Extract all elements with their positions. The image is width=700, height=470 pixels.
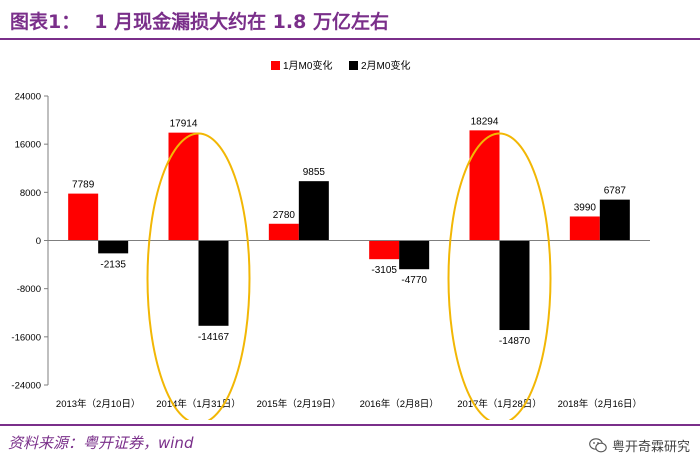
data-label: -2135 bbox=[100, 259, 126, 270]
bar-series-1 bbox=[168, 132, 199, 241]
wechat-icon bbox=[589, 438, 607, 453]
data-label: 2780 bbox=[273, 210, 296, 221]
data-label: -14167 bbox=[198, 332, 230, 343]
y-tick-label: -16000 bbox=[11, 332, 41, 343]
x-tick-label: 2013年（2月10日） bbox=[56, 398, 140, 410]
data-label: 7789 bbox=[72, 180, 95, 191]
x-tick-label: 2018年（2月16日） bbox=[558, 398, 642, 410]
x-tick-label: 2014年（1月31日） bbox=[156, 398, 240, 410]
bar-series-1 bbox=[68, 193, 99, 241]
x-tick-label: 2017年（1月28日） bbox=[457, 398, 541, 410]
legend-label-2: 2月M0变化 bbox=[361, 59, 410, 72]
figure-number: 图表1： bbox=[10, 11, 81, 33]
bar-series-2 bbox=[499, 240, 530, 331]
y-tick-label: 16000 bbox=[15, 140, 41, 151]
watermark: 粤开奇霖研究 bbox=[589, 436, 690, 455]
bar-series-1 bbox=[268, 223, 299, 241]
bar-series-2 bbox=[98, 240, 129, 254]
y-tick-label: -8000 bbox=[17, 284, 41, 295]
data-label: 17914 bbox=[170, 119, 198, 130]
y-tick-label: -24000 bbox=[11, 381, 41, 392]
data-label: 3990 bbox=[574, 202, 597, 213]
bar-series-2 bbox=[298, 181, 329, 241]
bar-series-1 bbox=[469, 130, 500, 241]
legend-swatch-2 bbox=[349, 61, 358, 70]
data-label: 18294 bbox=[471, 116, 499, 127]
data-label: -3105 bbox=[371, 265, 397, 276]
chart: -24000 -16000 -8000 0 8000 16000 24000 7789 -213… bbox=[11, 59, 650, 420]
data-label: -14870 bbox=[499, 336, 531, 347]
highlight-ellipse bbox=[447, 132, 552, 420]
bar-series-1 bbox=[569, 216, 600, 241]
figure-title: 图表1： 1 月现金漏损大约在 1.8 万亿左右 bbox=[10, 7, 389, 34]
y-tick-label: 0 bbox=[36, 236, 41, 247]
legend-label-1: 1月M0变化 bbox=[283, 59, 332, 72]
bar-series-1 bbox=[369, 240, 400, 260]
watermark-text: 粤开奇霖研究 bbox=[611, 440, 690, 455]
footer-rule bbox=[0, 424, 700, 426]
bar-series-2 bbox=[599, 199, 630, 241]
bar-series-2 bbox=[198, 240, 229, 326]
x-tick-label: 2015年（2月19日） bbox=[257, 398, 341, 410]
data-label: -4770 bbox=[401, 275, 427, 286]
y-tick-label: 8000 bbox=[20, 188, 41, 199]
legend-swatch-1 bbox=[271, 61, 280, 70]
source-note: 资料来源：粤开证券，wind bbox=[8, 434, 194, 452]
bar-series-2 bbox=[399, 240, 430, 270]
y-tick-label: 24000 bbox=[15, 92, 41, 103]
data-label: 9855 bbox=[303, 167, 326, 178]
figure-header: 图表1： 1 月现金漏损大约在 1.8 万亿左右 bbox=[0, 0, 700, 40]
highlight-ellipse bbox=[146, 132, 251, 420]
figure-title-text: 1 月现金漏损大约在 1.8 万亿左右 bbox=[94, 11, 389, 33]
data-label: 6787 bbox=[604, 186, 627, 197]
header-rule bbox=[0, 38, 700, 40]
x-tick-label: 2016年（2月8日） bbox=[360, 398, 439, 410]
